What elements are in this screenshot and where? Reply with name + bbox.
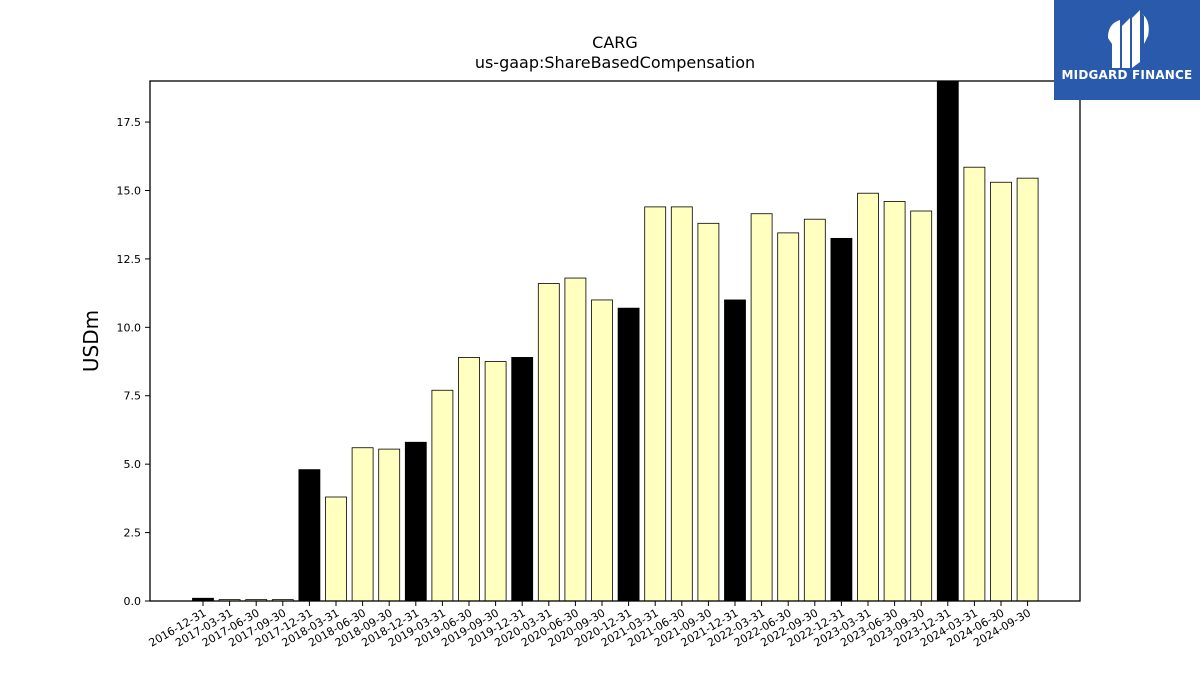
bar [750, 213, 773, 602]
y-axis: 0.0 2.5 5.0 7.5 10.0 12.5 15.0 17.5 [117, 116, 150, 608]
bar [298, 469, 321, 602]
chart-subtitle: us-gaap:ShareBasedCompensation [475, 53, 755, 72]
bar [697, 222, 720, 602]
plot-frame [149, 80, 1081, 602]
bar [670, 206, 693, 602]
bar [325, 496, 347, 602]
y-tick-label: 12.5 [117, 253, 142, 266]
y-tick-label: 10.0 [117, 321, 142, 334]
bars-group [192, 80, 1039, 602]
bar [644, 206, 667, 602]
bar [404, 441, 427, 602]
brand-logo: MIDGARD FINANCE [1054, 0, 1200, 100]
chart-title: CARG [592, 33, 638, 52]
y-tick-label: 17.5 [117, 116, 142, 129]
bar [537, 283, 560, 602]
bar [458, 357, 480, 602]
bar [777, 232, 800, 602]
bar [910, 210, 933, 602]
y-tick-label: 0.0 [124, 595, 142, 608]
bar [883, 201, 906, 602]
bar [617, 307, 640, 602]
bar [936, 80, 959, 602]
brand-name: MIDGARD FINANCE [1061, 68, 1193, 82]
bar [511, 357, 534, 602]
y-tick-label: 2.5 [124, 527, 142, 540]
bar [724, 299, 746, 602]
bar [830, 237, 853, 602]
y-tick-label: 5.0 [124, 458, 142, 471]
x-axis: 2016-12-312017-03-312017-06-302017-09-30… [147, 601, 1033, 650]
bar [591, 299, 613, 602]
bar [857, 192, 879, 602]
bar [963, 166, 986, 602]
y-tick-label: 15.0 [117, 184, 142, 197]
y-axis-label: USDm [79, 310, 103, 372]
bar [990, 181, 1012, 602]
y-tick-label: 7.5 [124, 390, 142, 403]
bar [431, 389, 454, 602]
bar [484, 361, 507, 602]
bar [351, 447, 374, 602]
midgard-logo-icon [1108, 10, 1149, 68]
bar [1016, 177, 1039, 602]
bar [564, 277, 587, 602]
bar [378, 448, 401, 602]
bar [803, 218, 826, 602]
